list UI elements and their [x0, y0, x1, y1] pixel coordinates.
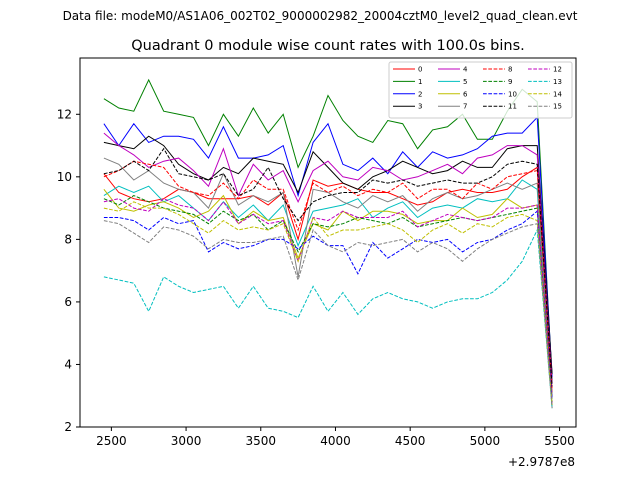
legend-label: 15 [553, 103, 562, 111]
legend-label: 13 [553, 78, 562, 86]
y-tick-label: 12 [57, 107, 72, 121]
legend-label: 11 [508, 103, 517, 111]
series-line-3 [104, 136, 552, 374]
series-line-0 [104, 167, 552, 392]
series-line-14 [104, 202, 552, 405]
x-tick-label: 5000 [470, 434, 501, 448]
y-tick-label: 4 [64, 357, 72, 371]
legend-label: 5 [463, 78, 467, 86]
x-tick-label: 3000 [171, 434, 202, 448]
series-line-5 [104, 180, 552, 408]
legend-label: 10 [508, 90, 517, 98]
chart-figure: Data file: modeM0/AS1A06_002T02_90000029… [0, 0, 640, 480]
series-layer [104, 80, 552, 408]
series-line-9 [104, 196, 552, 402]
x-axis-offset-label: +2.9787e8 [508, 455, 575, 469]
legend-box [389, 62, 572, 118]
series-line-13 [104, 230, 552, 408]
y-tick-label: 2 [64, 420, 72, 434]
x-axis: 2500 3000 3500 4000 4500 5000 5500 [96, 427, 575, 448]
x-tick-label: 3500 [245, 434, 276, 448]
legend-label: 7 [463, 103, 467, 111]
legend: 0123456789101112131415 [389, 62, 572, 118]
legend-label: 9 [508, 78, 512, 86]
x-tick-label: 2500 [96, 434, 127, 448]
series-line-11 [104, 149, 552, 387]
y-tick-label: 10 [57, 170, 72, 184]
y-tick-label: 8 [64, 232, 72, 246]
legend-label: 3 [418, 103, 422, 111]
x-tick-label: 4500 [395, 434, 426, 448]
figure-suptitle: Data file: modeM0/AS1A06_002T02_90000029… [63, 9, 578, 23]
chart-title: Quadrant 0 module wise count rates with … [131, 38, 525, 54]
y-axis: 2 4 6 8 10 12 [57, 107, 80, 434]
legend-label: 2 [418, 90, 422, 98]
legend-label: 0 [418, 66, 422, 74]
legend-label: 6 [463, 90, 468, 98]
x-tick-label: 5500 [544, 434, 575, 448]
legend-label: 14 [553, 90, 562, 98]
series-line-10 [104, 211, 552, 399]
legend-label: 12 [553, 66, 562, 74]
series-line-15 [104, 221, 552, 409]
legend-label: 1 [418, 78, 422, 86]
x-tick-label: 4000 [320, 434, 351, 448]
legend-label: 4 [463, 66, 468, 74]
series-line-4 [104, 133, 552, 383]
series-line-6 [104, 189, 552, 405]
legend-label: 8 [508, 66, 512, 74]
y-tick-label: 6 [64, 295, 72, 309]
